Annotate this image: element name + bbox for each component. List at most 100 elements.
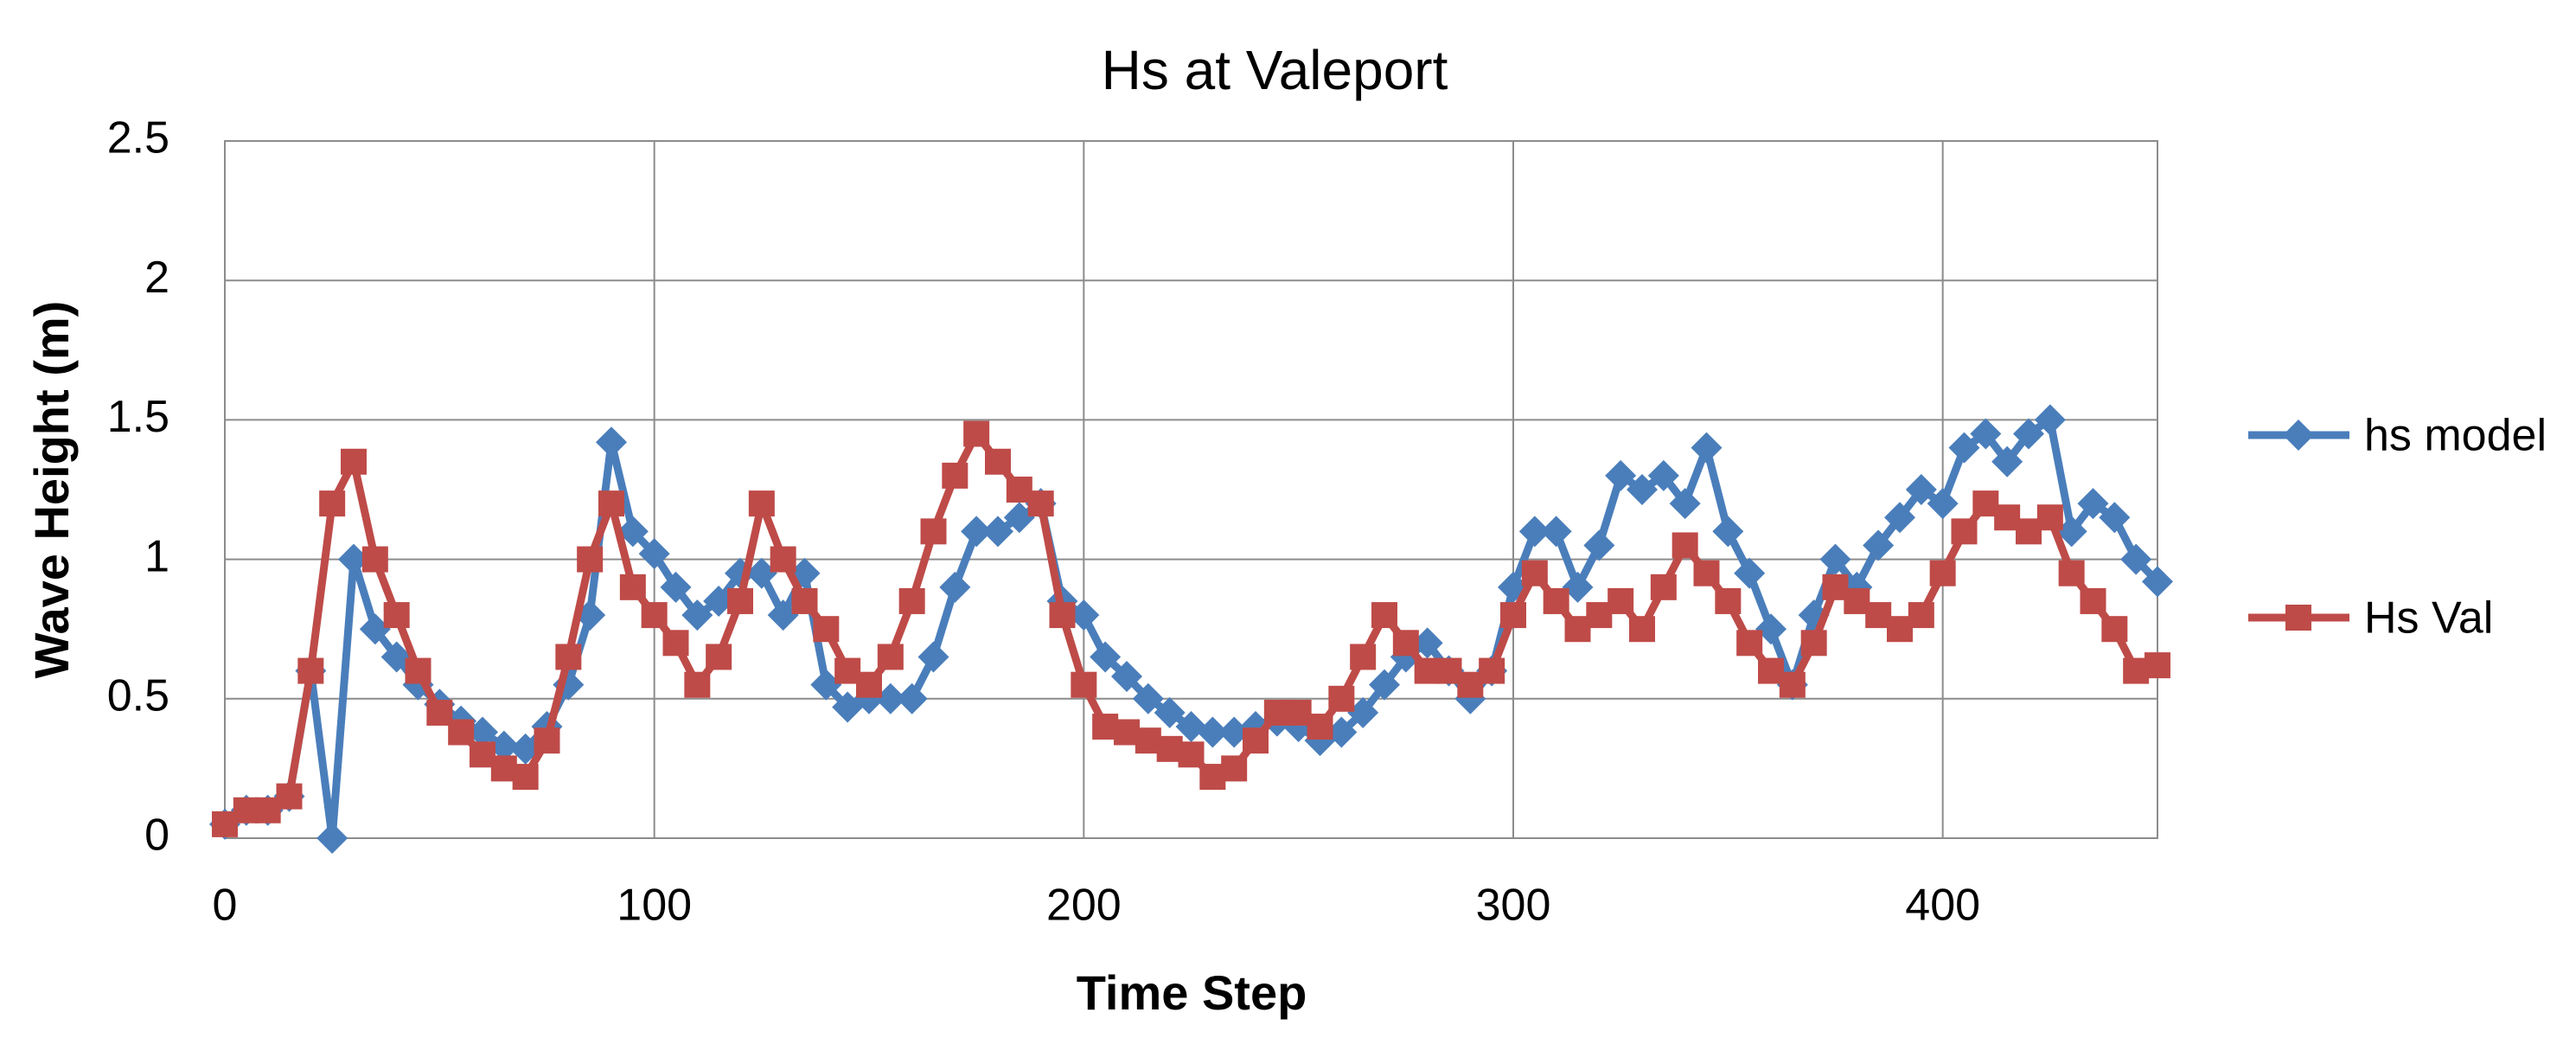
data-point bbox=[1819, 543, 1851, 575]
y-tick-label: 1.5 bbox=[107, 392, 169, 442]
data-point bbox=[297, 657, 324, 684]
data-point bbox=[748, 490, 775, 517]
data-point bbox=[2055, 516, 2087, 548]
data-point bbox=[1027, 490, 1054, 517]
data-point bbox=[896, 682, 928, 714]
data-point bbox=[1608, 587, 1634, 614]
data-point bbox=[405, 657, 431, 684]
x-tick-label: 400 bbox=[1905, 881, 1980, 931]
data-point bbox=[1927, 488, 1959, 520]
data-point bbox=[448, 719, 475, 746]
y-tick-label: 0 bbox=[144, 811, 169, 861]
data-point bbox=[982, 516, 1013, 548]
data-point bbox=[1908, 602, 1934, 629]
data-point bbox=[2013, 418, 2044, 450]
y-tick-label: 2 bbox=[144, 253, 169, 303]
y-tick-label: 1 bbox=[144, 531, 169, 581]
data-point bbox=[1154, 696, 1186, 728]
data-point bbox=[1178, 741, 1205, 768]
data-point bbox=[2036, 504, 2063, 531]
data-point bbox=[745, 557, 777, 589]
data-point bbox=[2058, 560, 2085, 586]
data-point bbox=[641, 602, 668, 629]
data-point bbox=[1779, 671, 1806, 698]
data-point bbox=[791, 587, 818, 614]
data-point bbox=[703, 585, 735, 617]
data-point bbox=[961, 516, 993, 548]
data-point bbox=[898, 587, 925, 614]
data-point bbox=[316, 823, 348, 854]
data-point bbox=[1350, 644, 1377, 670]
data-point bbox=[1629, 616, 1655, 643]
legend-label: Hs Val bbox=[2364, 593, 2493, 644]
data-point bbox=[1500, 602, 1526, 629]
data-point bbox=[1111, 661, 1142, 693]
x-axis-label: Time Step bbox=[1077, 965, 1307, 1020]
data-point bbox=[1392, 630, 1419, 657]
data-point bbox=[1948, 432, 1980, 464]
data-point bbox=[276, 783, 303, 810]
data-point bbox=[1175, 711, 1207, 743]
data-point bbox=[1905, 474, 1937, 505]
data-point bbox=[1991, 445, 2023, 477]
data-point bbox=[770, 546, 796, 573]
data-point bbox=[2145, 652, 2170, 679]
data-point bbox=[2120, 543, 2152, 575]
data-point bbox=[681, 599, 713, 631]
data-point bbox=[1691, 432, 1723, 464]
data-point bbox=[577, 546, 604, 573]
data-point bbox=[617, 516, 649, 548]
x-tick-label: 300 bbox=[1476, 881, 1551, 931]
data-point bbox=[942, 462, 968, 489]
data-point bbox=[662, 630, 689, 657]
data-point bbox=[380, 641, 412, 673]
data-point bbox=[1712, 516, 1744, 548]
data-point bbox=[598, 490, 624, 517]
data-point bbox=[1068, 599, 1100, 631]
data-point bbox=[684, 671, 711, 698]
data-point bbox=[383, 602, 410, 629]
data-point bbox=[810, 669, 842, 701]
data-point bbox=[1197, 716, 1229, 748]
data-point bbox=[512, 764, 539, 791]
data-point bbox=[1627, 474, 1658, 505]
data-point bbox=[555, 644, 582, 670]
data-point bbox=[341, 448, 367, 475]
data-point bbox=[920, 518, 947, 545]
data-point bbox=[963, 420, 990, 447]
data-point bbox=[2080, 587, 2106, 614]
data-point bbox=[1929, 560, 1956, 586]
data-point bbox=[319, 490, 346, 517]
data-point bbox=[1326, 716, 1358, 748]
data-point bbox=[1071, 671, 1097, 698]
data-point bbox=[1090, 641, 1122, 673]
data-point bbox=[1734, 557, 1766, 589]
data-point bbox=[2142, 566, 2173, 598]
data-point bbox=[1328, 685, 1355, 712]
data-point bbox=[856, 671, 882, 698]
data-point bbox=[638, 538, 670, 570]
data-point bbox=[2077, 488, 2109, 520]
y-axis-label: Wave Height (m) bbox=[24, 301, 79, 679]
data-point bbox=[1221, 755, 1248, 782]
data-point bbox=[2034, 404, 2066, 436]
data-point bbox=[1672, 532, 1698, 559]
data-point bbox=[1003, 502, 1035, 534]
data-point bbox=[727, 587, 753, 614]
data-point bbox=[488, 730, 520, 762]
x-tick-label: 200 bbox=[1046, 881, 1122, 931]
data-point bbox=[1243, 727, 1269, 754]
data-point bbox=[1755, 613, 1787, 645]
data-point bbox=[1650, 573, 1677, 600]
plot-border bbox=[224, 140, 2158, 839]
y-tick-label: 0.5 bbox=[107, 671, 169, 721]
data-point bbox=[1132, 682, 1164, 714]
data-point bbox=[1479, 657, 1505, 684]
data-point bbox=[1307, 714, 1333, 740]
data-point bbox=[813, 616, 840, 643]
legend-marker bbox=[2283, 420, 2314, 451]
data-point bbox=[917, 641, 949, 673]
data-point bbox=[1736, 630, 1763, 657]
data-point bbox=[1951, 518, 1978, 545]
